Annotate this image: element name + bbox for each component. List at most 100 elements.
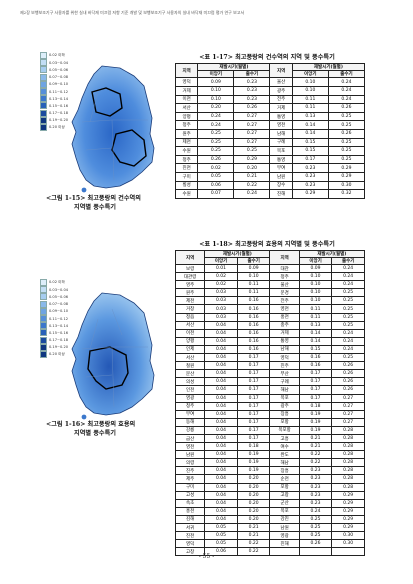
legend-label: 0.09~0.10	[49, 82, 69, 87]
region-cell: 문산	[174, 369, 206, 379]
region-cell: 의령	[174, 458, 206, 468]
value-cell: 0.16	[298, 353, 333, 363]
value-cell: 0.04	[204, 385, 238, 395]
value-cell: 0.24	[331, 344, 365, 355]
figure-caption: <그림 1-16> 최고풍랑의 효용의 지역별 풍수특기	[46, 421, 136, 437]
region-cell: 고성	[174, 490, 206, 500]
region-cell: 목포	[269, 393, 300, 403]
region-cell: 고창	[269, 490, 300, 500]
province-lines	[81, 308, 148, 408]
header-region: 지역	[174, 62, 199, 79]
table-row: 청주 0.04 0.17 광주 0.18 0.27	[174, 401, 365, 411]
region-cell: 정읍	[174, 312, 206, 322]
value-cell: 0.17	[236, 401, 271, 411]
legend-swatch	[40, 286, 47, 294]
value-cell: 0.25	[197, 128, 235, 139]
value-cell: 0.11	[298, 304, 333, 314]
map-legend: 0.02 이하 0.03~0.04 0.05~0.06 0.07~0.08 0.09~0…	[40, 279, 80, 358]
legend-entry: 0.07~0.08	[40, 73, 80, 81]
value-cell: 0.10	[298, 296, 333, 306]
value-cell: 0.23	[291, 171, 329, 182]
header-group: 재발시기(월별)	[204, 250, 271, 258]
legend-entry: 0.03~0.04	[40, 59, 80, 67]
table-row: 제천 0.25 0.27 구례 0.15 0.25	[174, 137, 366, 148]
value-cell: 0.21	[233, 171, 271, 182]
region-cell: 제천	[174, 137, 199, 148]
header-group: 재발시기(월별)	[291, 62, 366, 72]
value-cell: 0.20	[236, 474, 271, 484]
value-cell: 0.10	[291, 85, 329, 96]
region-cell: 속초	[174, 498, 206, 508]
value-cell: 0.07	[197, 189, 235, 199]
header-region: 지역	[269, 250, 300, 265]
table-row: 서산 0.04 0.17 영덕 0.16 0.25	[174, 353, 365, 363]
legend-entry: 0.02 이하	[40, 279, 80, 287]
region-cell: 강진	[269, 514, 300, 525]
value-cell: 0.13	[298, 320, 333, 330]
region-cell: 영천	[269, 120, 293, 130]
legend-label: 0.20 이상	[49, 124, 65, 129]
header-sub: 출수기	[233, 70, 271, 79]
value-cell: 0.24	[331, 272, 365, 282]
legend-swatch	[40, 336, 47, 344]
value-cell: 0.26	[331, 377, 365, 387]
value-cell: 0.23	[298, 482, 333, 492]
legend-label: 0.20 이상	[49, 351, 65, 356]
value-cell: 0.29	[327, 163, 366, 173]
legend-entry: 0.09~0.10	[40, 307, 80, 315]
header-region: 지역	[174, 250, 206, 265]
value-cell: 0.28	[331, 466, 365, 476]
value-cell: 0.22	[233, 180, 271, 191]
value-cell: 0.25	[331, 312, 365, 322]
region-cell: 제주	[174, 474, 206, 484]
legend-swatch	[40, 123, 47, 131]
legend-entry: 0.11~0.12	[40, 88, 80, 96]
value-cell: 0.28	[331, 433, 365, 444]
value-cell: 0.10	[298, 288, 333, 298]
region-cell: 남원	[269, 171, 293, 182]
value-cell: 0.23	[298, 474, 333, 484]
value-cell: 0.24	[331, 328, 365, 338]
value-cell: 0.10	[197, 94, 235, 105]
korea-outline	[71, 292, 155, 416]
province-lines	[81, 91, 148, 181]
region-cell: 인제	[174, 344, 206, 355]
region-cell: 영덕	[269, 353, 300, 363]
value-cell: 0.24	[197, 111, 235, 122]
value-cell: 0.04	[204, 409, 238, 419]
region-cell: 목포	[269, 146, 293, 156]
legend-label: 0.11~0.12	[49, 89, 69, 94]
value-cell: 0.23	[233, 94, 271, 105]
page-number: - 55 -	[198, 553, 215, 560]
table-row: 원주 0.25 0.27 남해 0.14 0.26	[174, 128, 366, 139]
region-cell: 진해	[269, 189, 293, 199]
header-group: 재발시기(월별)	[298, 250, 366, 258]
value-cell: 0.26	[298, 539, 333, 549]
value-cell: 0.10	[298, 272, 333, 282]
region-cell: 영천	[174, 442, 206, 452]
value-cell: 0.25	[327, 111, 366, 122]
legend-label: 0.05~0.06	[49, 294, 69, 299]
legend-label: 0.19~0.20	[49, 345, 69, 350]
value-cell: 0.25	[197, 146, 235, 156]
region-cell: 통영	[269, 111, 293, 122]
value-cell: 0.04	[204, 514, 238, 525]
region-cell: 포항	[269, 482, 300, 492]
header-sub: 이앙기	[298, 257, 333, 265]
legend-entry: 0.19~0.20	[40, 116, 80, 124]
region-boundary	[87, 346, 129, 390]
value-cell: 0.04	[204, 442, 238, 452]
korea-outline	[71, 65, 155, 189]
legend-entry: 0.13~0.14	[40, 95, 80, 103]
value-cell: 0.25	[331, 296, 365, 306]
value-cell: 0.04	[204, 474, 238, 484]
header-region: 지역	[269, 62, 293, 79]
legend-label: 0.15~0.16	[49, 330, 69, 335]
value-cell: 0.17	[236, 409, 271, 419]
table-row: 인천 0.04 0.17 해남 0.17 0.26	[174, 385, 365, 395]
legend-label: 0.15~0.16	[49, 103, 69, 108]
value-cell: 0.05	[204, 522, 238, 533]
header-sub: 이앙기	[291, 70, 329, 79]
table-row: 수원 0.07 0.24 진해 0.29 0.32	[174, 189, 366, 199]
value-cell: 0.17	[236, 369, 271, 379]
